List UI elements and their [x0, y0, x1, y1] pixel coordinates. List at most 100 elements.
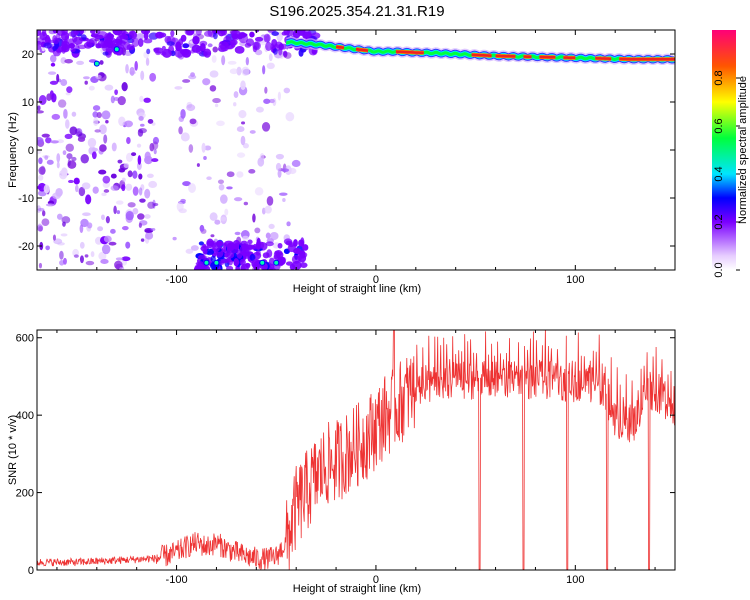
noise-blob [73, 177, 80, 185]
noise-blob [226, 186, 233, 190]
noise-blob [137, 129, 144, 137]
noise-blob [170, 30, 175, 37]
noise-blob [138, 115, 144, 121]
noise-blob [180, 34, 187, 42]
noise-blob [285, 112, 295, 122]
noise-blob [121, 184, 126, 192]
noise-blob [203, 266, 211, 270]
noise-blob [127, 170, 133, 178]
noise-blob [212, 242, 221, 253]
noise-blob [229, 68, 239, 75]
noise-blob [64, 35, 70, 42]
noise-blob [64, 59, 73, 64]
y-tick-label: 0 [28, 145, 34, 157]
ridge-hot-segment [355, 47, 369, 52]
noise-blob [236, 171, 244, 178]
noise-blob [85, 194, 92, 205]
noise-blob [117, 159, 123, 164]
noise-blob [38, 262, 43, 269]
noise-blob [127, 202, 136, 208]
noise-blob [139, 95, 144, 103]
noise-blob [56, 153, 61, 163]
noise-blob [145, 231, 154, 240]
noise-blob [76, 131, 83, 137]
x-tick-label: -100 [166, 274, 188, 286]
noise-blob [220, 216, 227, 222]
noise-blob [125, 152, 133, 162]
noise-blob [72, 30, 80, 36]
noise-blob [216, 120, 225, 127]
noise-blob [281, 43, 287, 50]
noise-blob [281, 31, 287, 36]
noise-blob [196, 163, 200, 167]
noise-blob [202, 248, 208, 255]
noise-blob [140, 70, 145, 81]
noise-blob [185, 30, 195, 36]
noise-blob [129, 66, 135, 76]
y-tick-label: 200 [16, 488, 34, 500]
noise-blob [60, 79, 68, 87]
y-tick-label: -10 [18, 193, 34, 205]
noise-blob [176, 44, 183, 52]
noise-blob [170, 50, 176, 57]
noise-blob [146, 173, 154, 178]
noise-blob [65, 119, 70, 129]
noise-blob [76, 60, 85, 66]
noise-blob [144, 151, 151, 161]
noise-blob [46, 93, 52, 102]
noise-blob [138, 222, 142, 228]
noise-blob [47, 71, 57, 75]
noise-blob [96, 111, 102, 119]
noise-blob [56, 30, 66, 36]
noise-blob [245, 38, 255, 47]
colorbar-tick-label: 0.6 [713, 118, 725, 133]
ridge-hot-segment [395, 50, 424, 55]
noise-blob [104, 84, 114, 91]
noise-blob [161, 48, 172, 58]
noise-blob [111, 142, 117, 152]
noise-blob [218, 241, 225, 247]
noise-blob [234, 45, 245, 54]
noise-blob [248, 169, 256, 174]
noise-blob [97, 226, 104, 232]
noise-blob [67, 179, 74, 184]
noise-blob [50, 140, 59, 144]
noise-blob [241, 121, 246, 125]
spectrogram-y-axis-label: Frequency (Hz) [7, 112, 19, 188]
noise-blob [77, 136, 86, 142]
noise-blob [139, 198, 146, 203]
noise-blob [81, 182, 91, 190]
noise-blob [250, 245, 260, 250]
noise-blob [226, 251, 235, 259]
noise-blob [180, 48, 190, 56]
noise-blob [59, 250, 64, 260]
colorbar-label: Normalized spectral amplitude [737, 76, 749, 224]
noise-blob [101, 244, 111, 255]
noise-blob [197, 254, 207, 260]
noise-blob [146, 48, 151, 55]
noise-blob [121, 226, 129, 231]
noise-blob [110, 173, 117, 179]
noise-blob [38, 94, 47, 105]
noise-blob [113, 46, 120, 53]
noise-blob [45, 203, 55, 207]
noise-blob [66, 86, 73, 93]
snr-axes: -100 0 100 0 200 400 600 [16, 330, 675, 586]
noise-blob [88, 37, 98, 46]
noise-blob [218, 184, 225, 191]
noise-blob [258, 241, 265, 249]
noise-blob [261, 121, 271, 132]
y-tick-label: -20 [18, 241, 34, 253]
noise-blob [226, 171, 235, 178]
noise-blob [263, 33, 271, 43]
noise-blob [38, 174, 44, 181]
noise-blob [204, 145, 212, 151]
colorbar-tick-label: 0.2 [713, 214, 725, 229]
noise-blob [92, 111, 99, 118]
noise-blob [285, 261, 294, 266]
noise-blob [110, 228, 116, 234]
noise-blob [143, 97, 151, 103]
noise-blob [209, 212, 218, 221]
noise-blob [151, 158, 159, 163]
noise-blob [139, 123, 145, 127]
